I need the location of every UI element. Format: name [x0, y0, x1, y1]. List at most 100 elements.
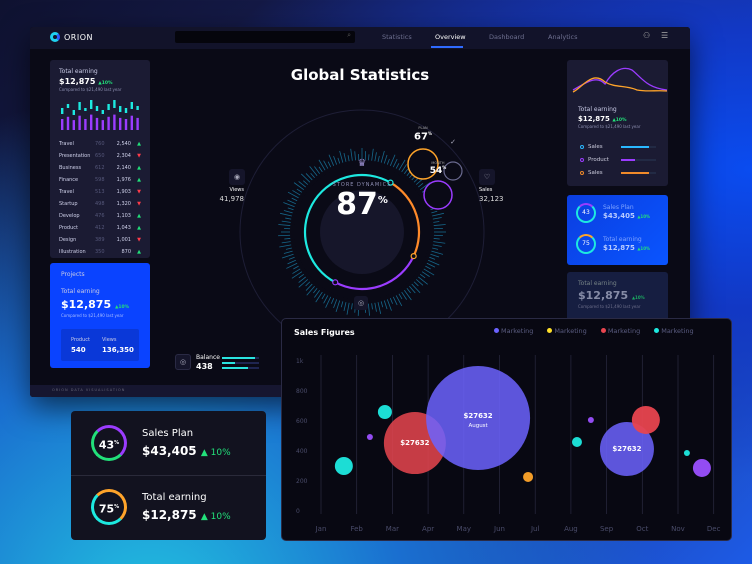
row-name: Product — [59, 225, 78, 231]
legend-item[interactable]: Marketing — [600, 327, 640, 335]
gauge-tick — [305, 281, 311, 287]
heart-icon[interactable]: ♡ — [479, 169, 495, 185]
mini-bar-top — [101, 110, 104, 114]
mini-bar — [72, 120, 75, 130]
arrow-up-icon: ▲ — [137, 225, 141, 231]
list-item[interactable]: Travel 760 2,540 ▲ — [59, 141, 141, 147]
check-icon[interactable]: ✓ — [450, 138, 456, 146]
user-icon[interactable]: ⚇ — [643, 31, 651, 40]
divider — [71, 475, 266, 476]
x-tick-label: Jul — [530, 525, 540, 533]
x-tick-label: Mar — [386, 525, 399, 533]
list-item[interactable]: Finance 598 1,976 ▲ — [59, 177, 141, 183]
gauge-tick — [335, 300, 341, 313]
bubble — [523, 471, 534, 482]
gauge-tick — [428, 259, 440, 266]
gauge-tick — [371, 148, 374, 161]
gauge-tick — [432, 247, 439, 250]
search-icon[interactable]: ⌕ — [347, 31, 351, 39]
list-item[interactable]: Illustration 350 870 ▲ — [59, 249, 141, 255]
target-icon[interactable]: ◎ — [354, 296, 368, 310]
right-faded-card: Total earning $12,875 ▲10% Compared to $… — [567, 272, 668, 322]
gauge-tick — [298, 273, 304, 279]
gauge-tick — [351, 303, 353, 310]
logo[interactable]: ORION — [50, 32, 93, 42]
list-item[interactable]: Travel 513 1,903 ▼ — [59, 189, 141, 195]
bubble — [683, 449, 690, 456]
total-earning-ring: 75% — [91, 489, 127, 525]
tab-dashboard[interactable]: Dashboard — [489, 33, 525, 41]
chart-title: Sales Figures — [294, 328, 355, 337]
legend-dot-icon — [654, 328, 660, 333]
change-badge: ▲10% — [114, 305, 130, 310]
gauge-tick — [423, 268, 435, 276]
gauge-tick — [420, 273, 426, 279]
earnings-panel: Total earning $12,875 ▲10% Compared to $… — [50, 60, 150, 258]
gauge-tick — [398, 159, 406, 171]
row-count: 412 — [95, 225, 105, 231]
earning-label: Total earning — [59, 68, 98, 75]
tab-statistics[interactable]: Statistics — [382, 33, 412, 41]
gauge-tick — [411, 283, 421, 293]
gauge-tick — [287, 199, 296, 205]
sales-plan-value: $43,405 — [142, 444, 197, 458]
gauge-tick — [287, 259, 296, 265]
row-count: 598 — [95, 177, 105, 183]
eye-icon[interactable]: ◉ — [229, 169, 245, 185]
gauge-tick — [433, 224, 446, 226]
gauge-label: STORE DYNAMICS — [332, 182, 392, 188]
list-item[interactable]: Presentation 650 2,304 ▼ — [59, 153, 141, 159]
list-item[interactable]: Design 389 1,001 ▼ — [59, 237, 141, 243]
gauge-marker — [410, 252, 417, 260]
mini-bar-top — [84, 108, 87, 111]
earning-value: $12,875 — [59, 77, 96, 86]
crown-icon: ♛ — [357, 158, 367, 169]
gauge-tick — [431, 210, 438, 214]
arrow-down-icon: ▼ — [137, 153, 141, 159]
gauge-tick — [368, 303, 370, 316]
legend-item[interactable]: Marketing — [494, 327, 533, 335]
gauge-tick — [340, 301, 344, 308]
legend-item: Sales — [580, 170, 660, 176]
gauge-tick — [327, 161, 332, 168]
projects-compare: Compared to $21,490 last year — [61, 313, 124, 318]
views-value: 136,350 — [102, 346, 134, 354]
check-circle — [443, 161, 463, 181]
list-item[interactable]: Startup 498 1,320 ▼ — [59, 201, 141, 207]
mini-bar-top — [136, 106, 139, 110]
list-item[interactable]: Develop 476 1,103 ▲ — [59, 213, 141, 219]
gauge-tick — [392, 158, 398, 168]
settings-sliders-icon[interactable]: ☰ — [661, 31, 669, 40]
mini-bar — [136, 117, 139, 130]
sales-plan-ring: 43 — [576, 203, 596, 223]
gauge-tick — [293, 265, 299, 270]
total-earning-label: Total earning — [603, 236, 642, 243]
mini-bar — [119, 117, 122, 130]
legend-item[interactable]: Marketing — [547, 327, 587, 335]
gauge-tick — [398, 293, 403, 300]
mini-bar — [95, 117, 99, 130]
gauge-tick — [389, 298, 394, 304]
row-value: 1,043 — [116, 225, 131, 231]
views-label: Views — [229, 187, 244, 193]
list-item[interactable]: Product 412 1,043 ▲ — [59, 225, 141, 231]
row-count: 760 — [95, 141, 105, 147]
gauge-tick — [310, 172, 315, 179]
tab-overview[interactable]: Overview — [435, 33, 466, 41]
gauge-tick — [314, 290, 321, 298]
gauge-value: 87 — [336, 187, 378, 222]
total-earning-ring: 75 — [576, 234, 596, 254]
legend-dot-icon — [547, 328, 553, 333]
legend-item[interactable]: Marketing — [654, 327, 694, 335]
gauge-tick — [409, 285, 416, 294]
gauge-tick — [281, 253, 294, 259]
gauge-tick — [323, 160, 329, 169]
search-input[interactable]: ⌕ — [175, 31, 355, 43]
list-item[interactable]: Business 612 2,140 ▲ — [59, 165, 141, 171]
balance-icon[interactable]: ◎ — [175, 354, 191, 370]
gauge-tick — [389, 154, 396, 166]
gauge-tick — [380, 301, 384, 308]
row-count: 513 — [95, 189, 105, 195]
row-value: 870 — [121, 249, 131, 255]
tab-analytics[interactable]: Analytics — [548, 33, 578, 41]
